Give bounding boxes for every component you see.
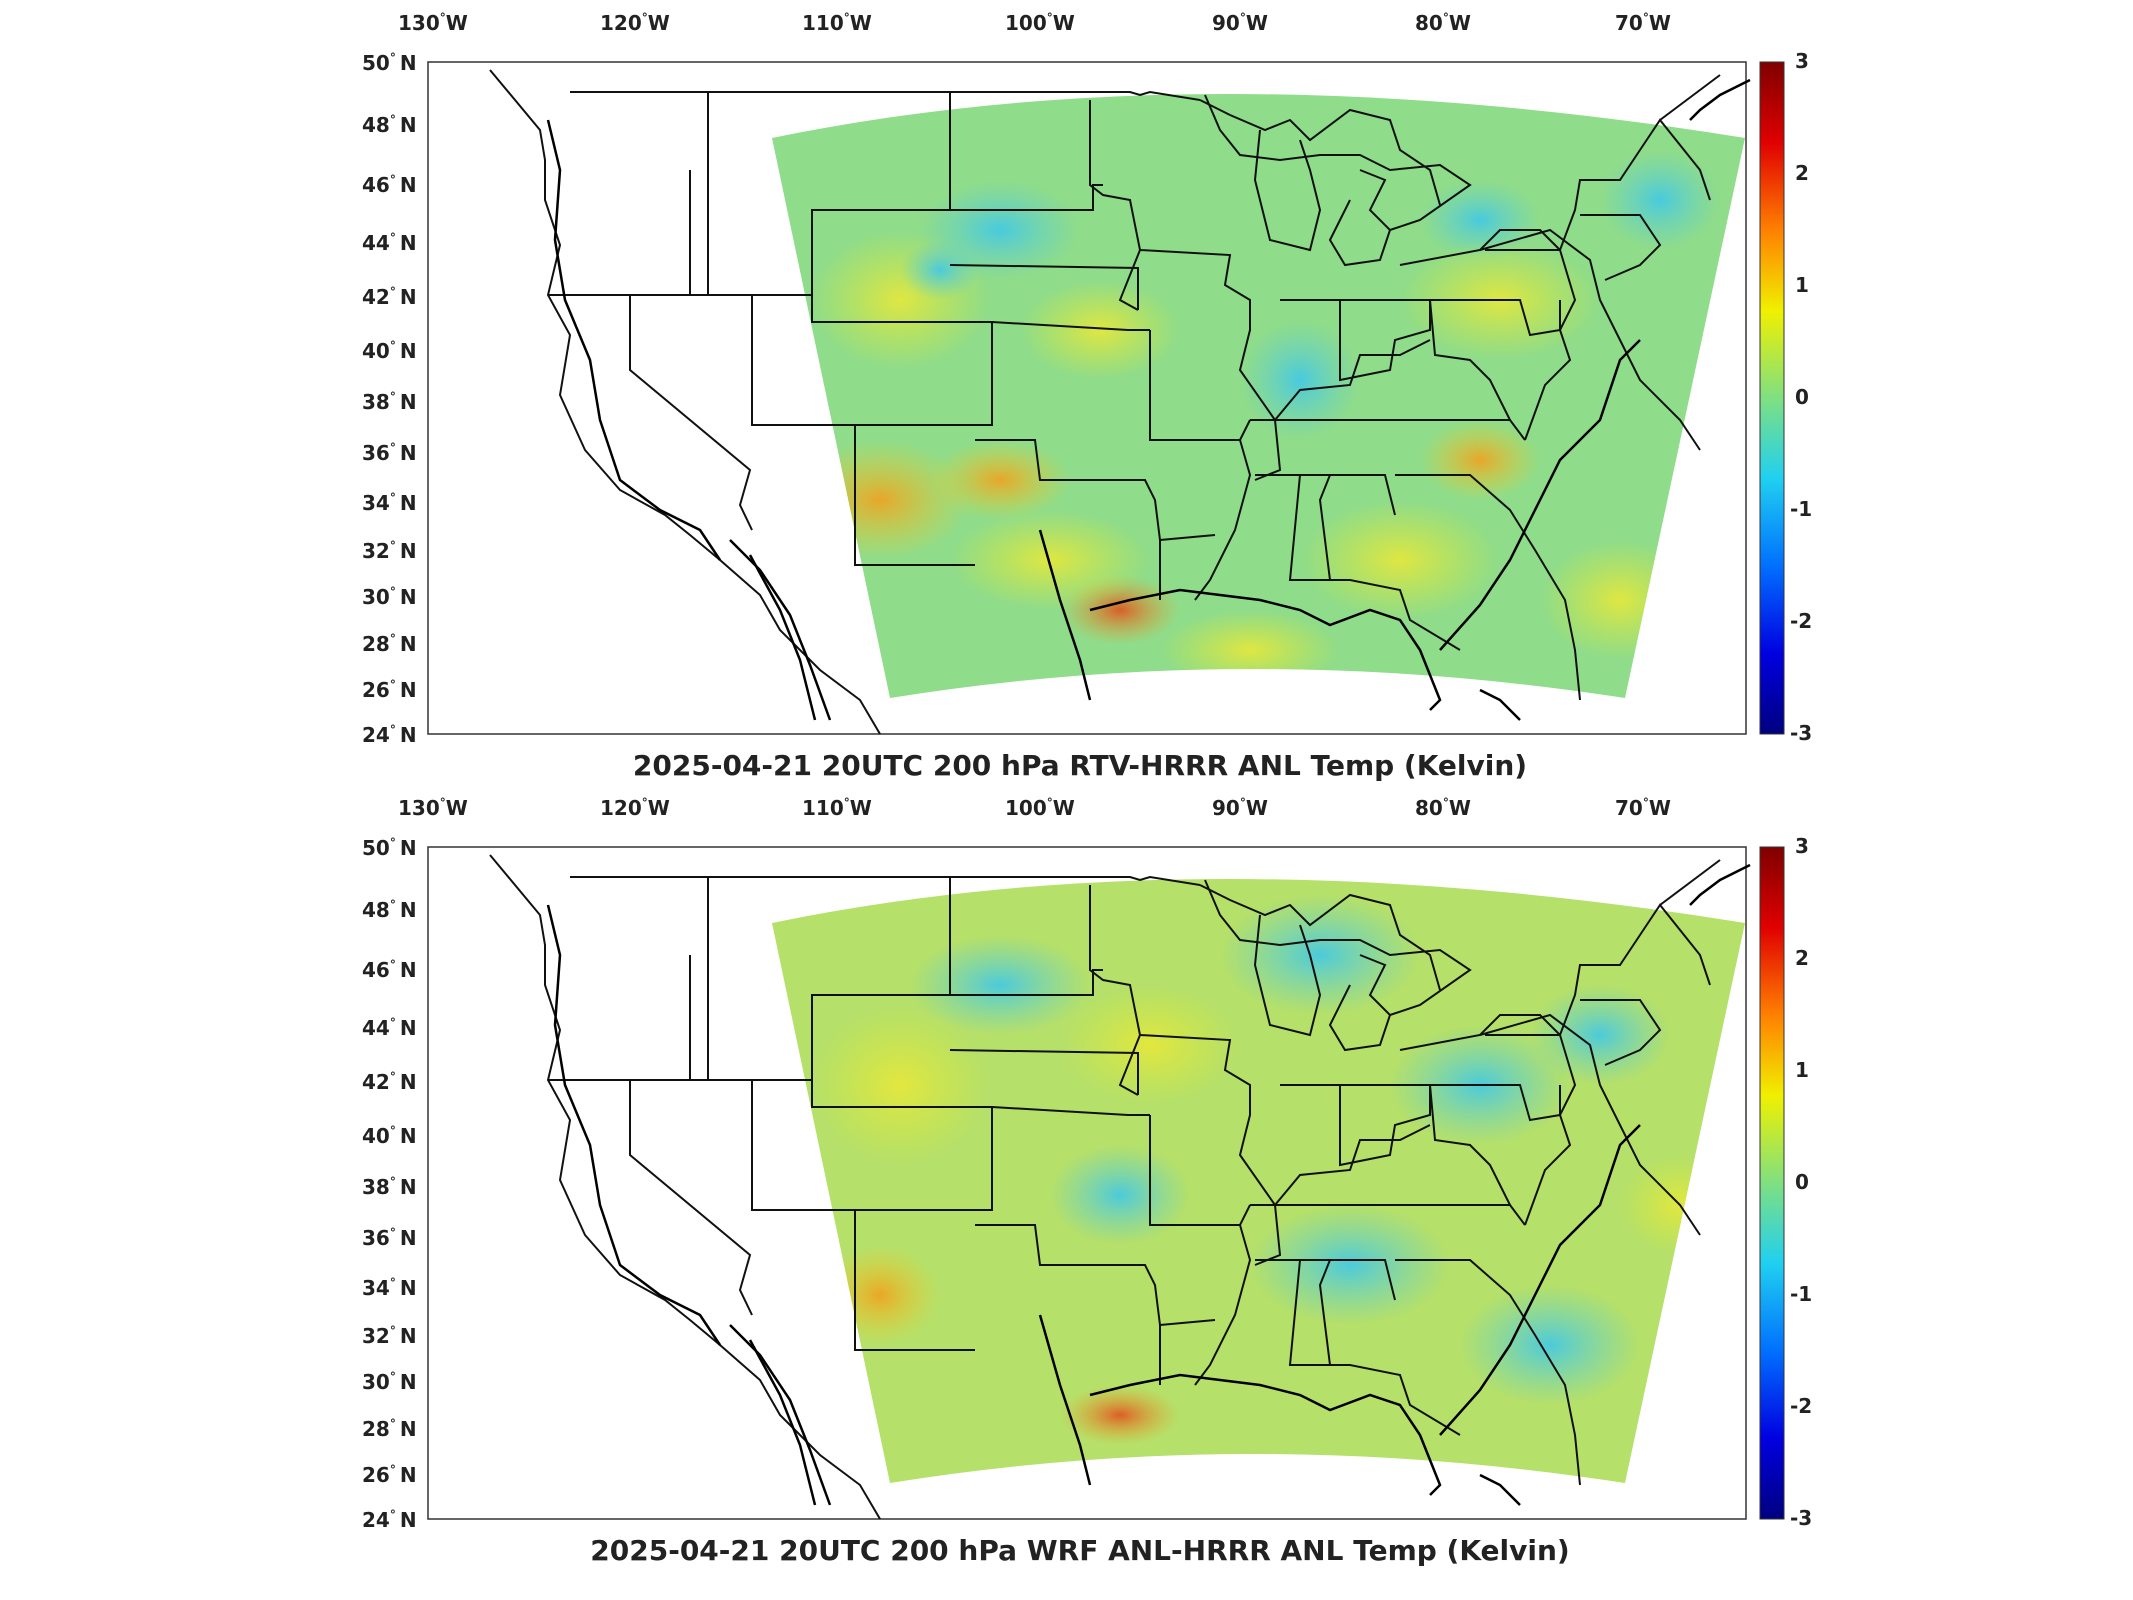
lat-label: 40° N [362,339,417,363]
latitude-labels: 50° N 48° N 46° N 44° N 42° N 40° N 38° N 36° N … [362,51,417,747]
lat-label: 44° N [362,1016,417,1040]
state-boundaries [489,69,1721,735]
panel-title: 2025-04-21 20UTC 200 hPa RTV-HRRR ANL Te… [633,749,1527,782]
colorbar-tick: 0 [1795,385,1809,409]
longitude-labels: 130°W 120°W 110°W 100°W 90°W 80°W 70°W [398,796,1671,820]
coastlines [546,863,1751,1506]
colorbar-ticks: 3 2 1 0 -1 -2 -3 [1790,834,1812,1530]
colorbar-tick: 0 [1795,1170,1809,1194]
lon-label-90: 90°W [1212,11,1268,35]
lat-label: 30° N [362,585,417,609]
lon-label-100: 100°W [1005,796,1075,820]
lon-label-120: 120°W [600,11,670,35]
lat-label: 50° N [362,51,417,75]
lat-label: 24° N [362,723,417,747]
lat-label: 40° N [362,1124,417,1148]
colorbar-tick: -2 [1790,609,1812,633]
lat-label: 36° N [362,1226,417,1250]
colorbar [1759,846,1785,1520]
lat-label: 50° N [362,836,417,860]
lon-label-80: 80°W [1415,796,1471,820]
colorbar-tick: 1 [1795,1058,1809,1082]
lat-label: 32° N [362,1324,417,1348]
lat-label: 46° N [362,958,417,982]
lon-label-110: 110°W [802,796,872,820]
state-boundaries [489,854,1721,1520]
bottom-map-svg: 130°W 120°W 110°W 100°W 90°W 80°W 70°W 5… [362,796,1812,1567]
lon-label-130: 130°W [398,11,468,35]
lat-label: 42° N [362,1070,417,1094]
latitude-labels: 50° N 48° N 46° N 44° N 42° N 40° N 38° N 36° N … [362,836,417,1532]
panel-title: 2025-04-21 20UTC 200 hPa WRF ANL-HRRR AN… [590,1534,1569,1567]
lat-label: 30° N [362,1370,417,1394]
colorbar-tick: -2 [1790,1394,1812,1418]
lat-label: 28° N [362,632,417,656]
lon-label-130: 130°W [398,796,468,820]
lon-label-100: 100°W [1005,11,1075,35]
colorbar-tick: 3 [1795,834,1809,858]
lat-label: 38° N [362,390,417,414]
top-map-panel: 130°W 120°W 110°W 100°W 90°W 80°W 70°W 5… [362,11,1812,782]
bottom-map-panel: 130°W 120°W 110°W 100°W 90°W 80°W 70°W 5… [0,790,2133,1590]
colorbar-tick: -1 [1790,1282,1812,1306]
lat-label: 46° N [362,173,417,197]
lat-label: 24° N [362,1508,417,1532]
lat-label: 26° N [362,678,417,702]
longitude-labels: 130°W 120°W 110°W 100°W 90°W 80°W 70°W [398,11,1671,35]
colorbar-tick: -3 [1790,721,1812,745]
colorbar-tick: -1 [1790,497,1812,521]
colorbar [1759,61,1785,735]
lat-label: 36° N [362,441,417,465]
colorbar-tick: 2 [1795,946,1809,970]
lat-label: 34° N [362,1276,417,1300]
lat-label: 32° N [362,539,417,563]
coastlines [546,78,1751,721]
lon-label-70: 70°W [1615,796,1671,820]
colorbar-ticks: 3 2 1 0 -1 -2 -3 [1790,49,1812,745]
lon-label-120: 120°W [600,796,670,820]
colorbar-tick: -3 [1790,1506,1812,1530]
lat-label: 48° N [362,898,417,922]
top-map-svg: 130°W 120°W 110°W 100°W 90°W 80°W 70°W 5… [362,11,1812,782]
lat-label: 48° N [362,113,417,137]
lat-label: 26° N [362,1463,417,1487]
lat-label: 44° N [362,231,417,255]
lon-label-70: 70°W [1615,11,1671,35]
colorbar-tick: 1 [1795,273,1809,297]
colorbar-tick: 3 [1795,49,1809,73]
lon-label-80: 80°W [1415,11,1471,35]
lat-label: 38° N [362,1175,417,1199]
lat-label: 34° N [362,491,417,515]
lon-label-90: 90°W [1212,796,1268,820]
lon-label-110: 110°W [802,11,872,35]
lat-label: 28° N [362,1417,417,1441]
lat-label: 42° N [362,285,417,309]
colorbar-tick: 2 [1795,161,1809,185]
